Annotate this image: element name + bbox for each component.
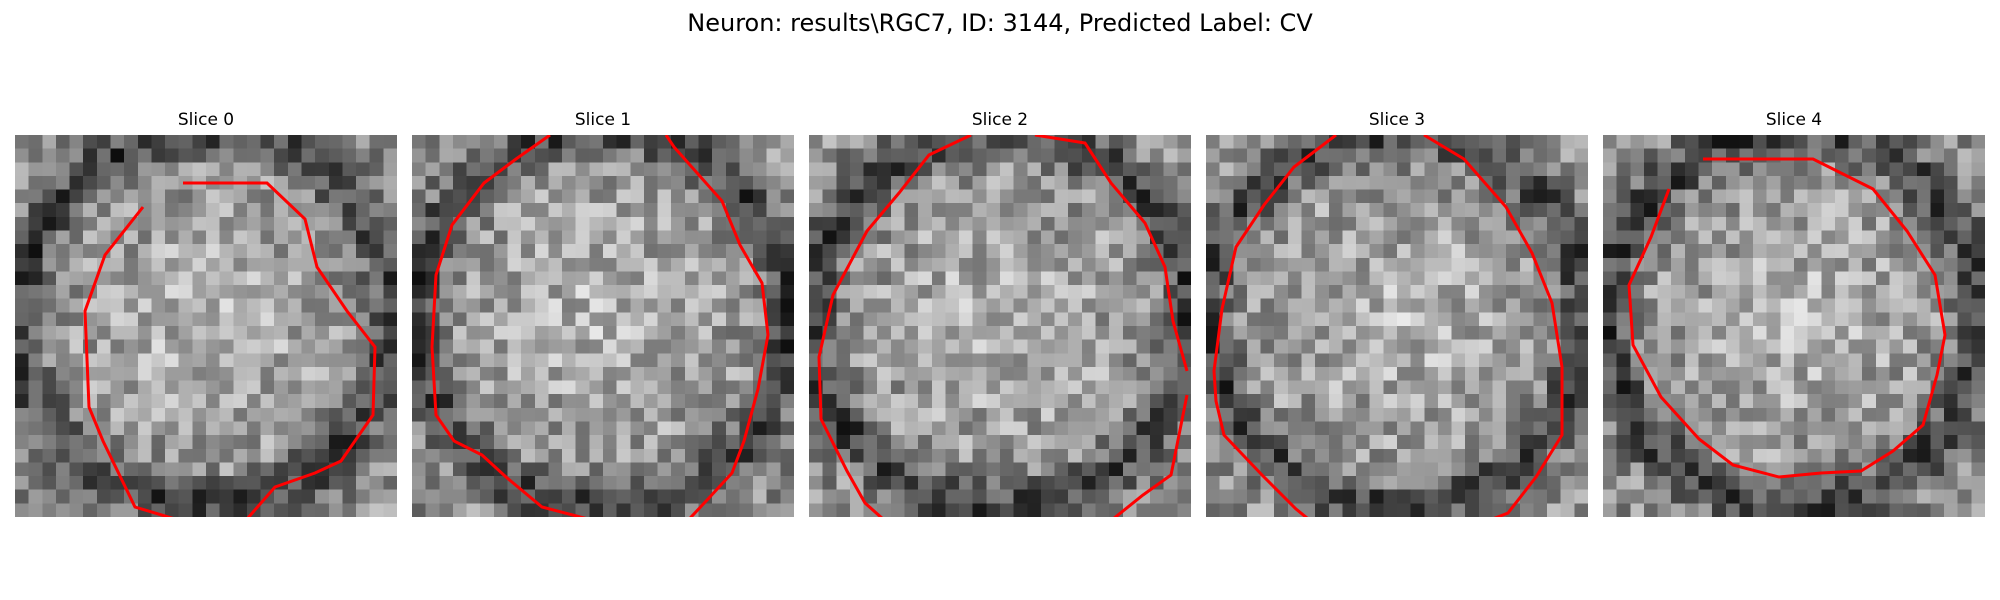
grayscale-pixel-grid [1603, 135, 1985, 517]
contour-line [1423, 135, 1564, 517]
slice-panel-1: Slice 1 [412, 110, 794, 520]
slice-image [1603, 135, 1985, 517]
contour-line [83, 181, 377, 517]
slice-title: Slice 0 [177, 110, 235, 130]
figure-title: Neuron: results\RGC7, ID: 3144, Predicte… [687, 9, 1313, 37]
grayscale-pixel-grid [809, 135, 1191, 517]
slice-panel-2: Slice 2 [809, 110, 1191, 520]
slice-title: Slice 1 [574, 110, 632, 130]
grayscale-pixel-grid [15, 135, 397, 517]
contour-line [1627, 157, 1947, 479]
slice-image [15, 135, 397, 517]
slice-title: Slice 2 [971, 110, 1029, 130]
contour-line [1113, 394, 1189, 517]
slice-title: Slice 3 [1368, 110, 1426, 130]
contour-line [1034, 135, 1189, 372]
grayscale-pixel-grid [1206, 135, 1588, 517]
grayscale-pixel-grid [412, 135, 794, 517]
slice-panel-4: Slice 4 [1603, 110, 1985, 520]
slice-title: Slice 4 [1765, 110, 1823, 130]
contour-line [430, 135, 770, 517]
contour-line [817, 135, 972, 517]
slice-image [1206, 135, 1588, 517]
slice-image [412, 135, 794, 517]
contour-line [1212, 135, 1337, 517]
slice-panel-0: Slice 0 [15, 110, 397, 520]
slice-image [809, 135, 1191, 517]
slice-panel-3: Slice 3 [1206, 110, 1588, 520]
